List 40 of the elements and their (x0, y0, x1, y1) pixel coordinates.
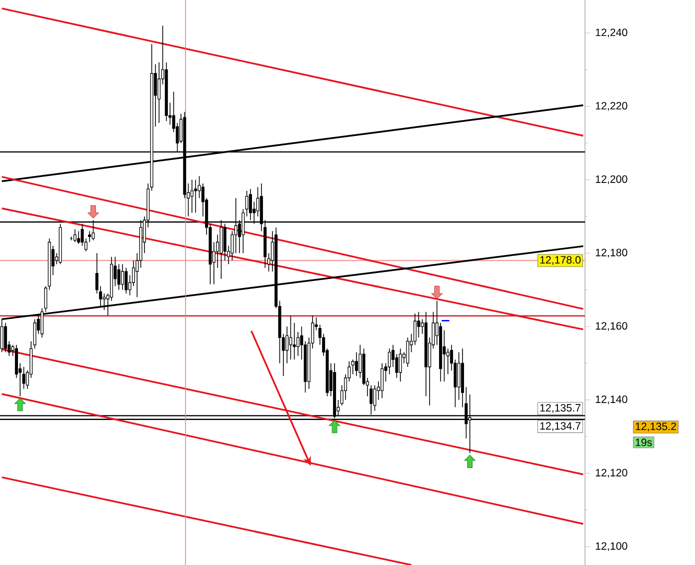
candlestick (22, 366, 26, 390)
candlestick (442, 330, 446, 382)
candlestick (388, 348, 391, 375)
candlestick (73, 228, 76, 243)
candlestick (190, 179, 194, 214)
candlestick (289, 315, 292, 360)
y-tick-label: 12,100 (596, 542, 628, 552)
candlestick (88, 230, 92, 243)
y-tick-label: 12,240 (596, 28, 628, 38)
y-tick-label: 12,160 (596, 322, 628, 331)
ref-line-label: 12,134.7 (540, 422, 580, 431)
ref-line-label: 12,178.0 (540, 256, 581, 265)
candlestick (102, 293, 106, 310)
text: 19s (636, 438, 652, 446)
candlestick (417, 311, 420, 338)
candlestick (406, 337, 410, 368)
text: 12,135.2 (636, 422, 676, 432)
candlestick (354, 352, 358, 376)
y-tick-label: 12,200 (596, 175, 628, 184)
candlestick (77, 230, 80, 244)
candlestick (446, 348, 450, 375)
candlestick (292, 322, 296, 360)
candlestick (457, 352, 460, 400)
candlestick (398, 348, 402, 382)
candlestick (413, 313, 416, 346)
candlestick (124, 267, 128, 294)
y-tick-label: 12,220 (596, 102, 628, 111)
candlestick (194, 179, 198, 214)
candlestick (245, 190, 248, 217)
ref-line-label: 12,135.7 (540, 404, 580, 413)
y-tick-label: 12,120 (596, 468, 628, 478)
candlestick (4, 322, 7, 353)
candlestick (158, 62, 161, 124)
y-tick-label: 12,140 (596, 396, 628, 404)
candlestick (373, 384, 376, 412)
candlestick (120, 264, 124, 290)
y-tick-label: 12,180 (596, 248, 628, 258)
candlestick (351, 359, 354, 375)
candlestick (380, 362, 384, 398)
candlestick (117, 264, 120, 290)
